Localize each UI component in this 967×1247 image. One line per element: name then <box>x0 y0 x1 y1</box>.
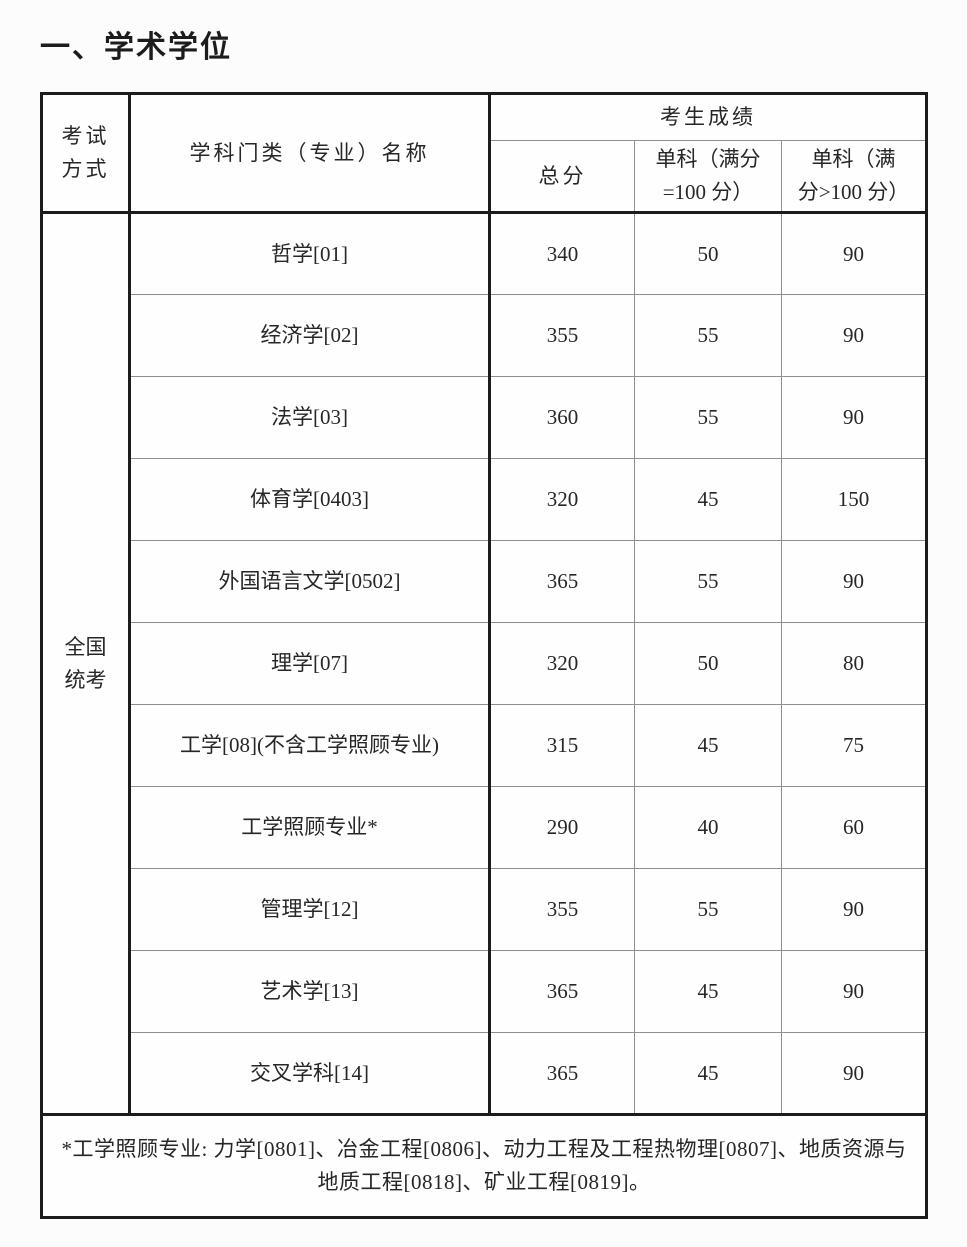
total-score: 340 <box>488 211 635 295</box>
score-table: 考试 方式 学科门类（专业）名称 考生成绩 总分 单科（满分 =100 分） 单… <box>40 92 928 1219</box>
subject-name: 体育学[0403] <box>128 458 490 541</box>
header-total-score: 总分 <box>488 140 635 213</box>
single-100-score: 45 <box>634 458 782 541</box>
table-row: 管理学[12] 355 55 90 <box>42 868 927 951</box>
total-score: 315 <box>488 704 635 787</box>
header-single-gt100: 单科（满 分>100 分） <box>781 140 927 213</box>
total-score: 365 <box>488 540 635 623</box>
subject-name: 经济学[02] <box>128 294 490 377</box>
single-100-score: 55 <box>634 540 782 623</box>
single-100-score: 45 <box>634 1032 782 1115</box>
single-100-score: 45 <box>634 704 782 787</box>
subject-name: 外国语言文学[0502] <box>128 540 490 623</box>
single-gt100-score: 150 <box>781 458 927 541</box>
table-row: 工学[08](不含工学照顾专业) 315 45 75 <box>42 704 927 787</box>
table-row: 理学[07] 320 50 80 <box>42 622 927 705</box>
single-gt100-score: 90 <box>781 540 927 623</box>
single-gt100-score: 60 <box>781 786 927 869</box>
total-score: 355 <box>488 868 635 951</box>
single-gt100-score: 80 <box>781 622 927 705</box>
subject-name: 法学[03] <box>128 376 490 459</box>
single-100-score: 50 <box>634 622 782 705</box>
header-score-group: 考生成绩 <box>488 93 927 141</box>
subject-name: 艺术学[13] <box>128 950 490 1033</box>
single-gt100-score: 90 <box>781 868 927 951</box>
single-100-score: 40 <box>634 786 782 869</box>
total-score: 365 <box>488 950 635 1033</box>
total-score: 355 <box>488 294 635 377</box>
subject-name: 哲学[01] <box>128 211 490 295</box>
single-100-score: 55 <box>634 376 782 459</box>
header-subject-name: 学科门类（专业）名称 <box>128 93 490 213</box>
table-row: 工学照顾专业* 290 40 60 <box>42 786 927 869</box>
single-100-score: 45 <box>634 950 782 1033</box>
exam-method-value: 全国 统考 <box>41 211 130 1115</box>
subject-name: 管理学[12] <box>128 868 490 951</box>
subject-name: 工学[08](不含工学照顾专业) <box>128 704 490 787</box>
single-100-score: 50 <box>634 211 782 295</box>
single-gt100-score: 90 <box>781 950 927 1033</box>
table-row: 法学[03] 360 55 90 <box>42 376 927 459</box>
total-score: 320 <box>488 622 635 705</box>
table-row: 艺术学[13] 365 45 90 <box>42 950 927 1033</box>
table-row: 经济学[02] 355 55 90 <box>42 294 927 377</box>
subject-name: 交叉学科[14] <box>128 1032 490 1115</box>
table-row: 交叉学科[14] 365 45 90 <box>42 1032 927 1115</box>
subject-name: 工学照顾专业* <box>128 786 490 869</box>
footnote: *工学照顾专业: 力学[0801]、冶金工程[0806]、动力工程及工程热物理[… <box>41 1113 927 1218</box>
total-score: 290 <box>488 786 635 869</box>
header-exam-method: 考试 方式 <box>41 93 130 213</box>
page-title: 一、学术学位 <box>40 31 232 64</box>
subject-name: 理学[07] <box>128 622 490 705</box>
table-row: 体育学[0403] 320 45 150 <box>42 458 927 541</box>
single-gt100-score: 90 <box>781 294 927 377</box>
single-gt100-score: 90 <box>781 1032 927 1115</box>
single-gt100-score: 75 <box>781 704 927 787</box>
total-score: 360 <box>488 376 635 459</box>
single-100-score: 55 <box>634 868 782 951</box>
single-100-score: 55 <box>634 294 782 377</box>
single-gt100-score: 90 <box>781 376 927 459</box>
total-score: 365 <box>488 1032 635 1115</box>
single-gt100-score: 90 <box>781 211 927 295</box>
header-single-100: 单科（满分 =100 分） <box>634 140 782 213</box>
table-row: 外国语言文学[0502] 365 55 90 <box>42 540 927 623</box>
total-score: 320 <box>488 458 635 541</box>
